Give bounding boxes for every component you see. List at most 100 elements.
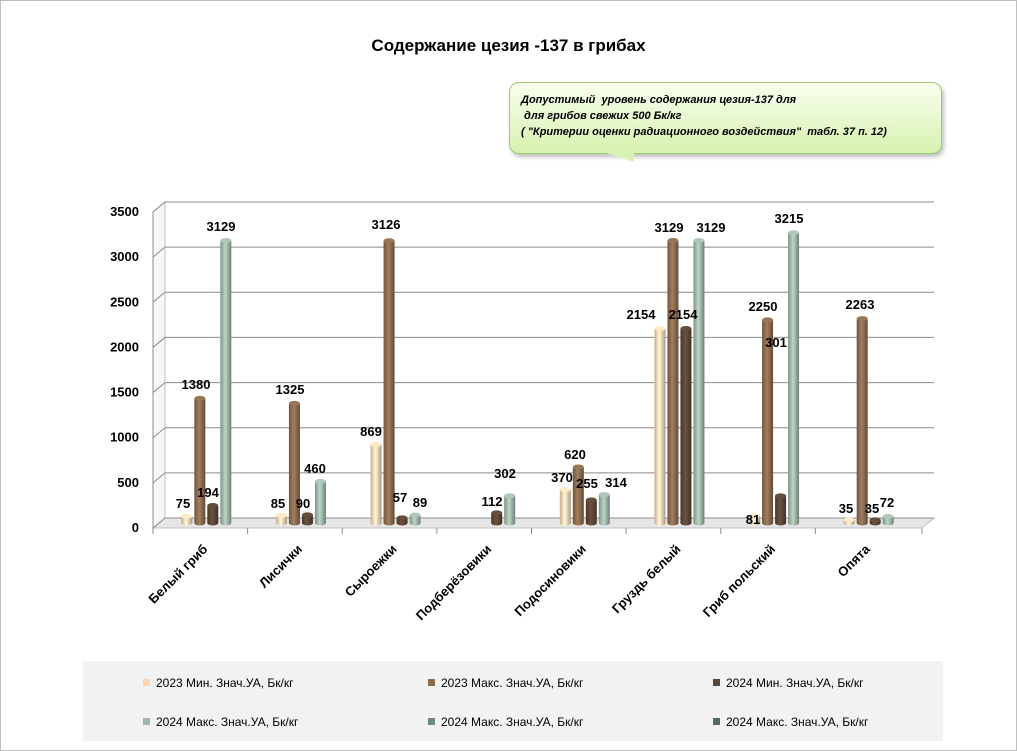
x-category-label: Гриб польский xyxy=(700,542,778,620)
legend: 2023 Мин. Знач.УА, Бк/кг 2023 Макс. Знач.… xyxy=(83,661,943,741)
legend-label: 2023 Макс. Знач.УА, Бк/кг xyxy=(441,676,584,690)
bar xyxy=(693,240,705,526)
bar-top xyxy=(654,326,666,332)
bar-top xyxy=(559,487,571,493)
bar-top xyxy=(775,493,787,499)
data-label: 460 xyxy=(304,461,326,476)
bar-top xyxy=(220,237,232,243)
legend-swatch xyxy=(713,718,720,726)
bar xyxy=(749,515,761,526)
x-category-label: Подберёзовики xyxy=(413,542,495,624)
bar xyxy=(220,240,232,526)
bar-top xyxy=(667,237,679,243)
gridline xyxy=(152,201,934,213)
data-label: 89 xyxy=(413,495,427,510)
bar-top xyxy=(301,512,313,518)
legend-item: 2023 Макс. Знач.УА, Бк/кг xyxy=(428,676,583,690)
x-category-label: Белый гриб xyxy=(145,542,210,607)
legend-swatch xyxy=(428,679,435,687)
data-label: 112 xyxy=(482,494,503,509)
legend-item: 2024 Макс. Знач.УА, Бк/кг xyxy=(713,715,868,729)
bar-top xyxy=(598,492,610,498)
data-label: 2250 xyxy=(749,299,778,314)
legend-label: 2024 Мин. Знач.УА, Бк/кг xyxy=(726,676,864,690)
data-label: 3129 xyxy=(655,220,684,235)
bar-top xyxy=(370,442,382,448)
y-tick-label: 3000 xyxy=(110,249,139,264)
bar xyxy=(370,444,382,526)
bar xyxy=(194,398,206,526)
bar-top xyxy=(275,512,287,518)
data-label: 1325 xyxy=(276,382,305,397)
bar xyxy=(181,516,193,526)
bar xyxy=(667,240,679,526)
bar-top xyxy=(585,497,597,503)
legend-swatch xyxy=(713,679,720,687)
data-label: 3215 xyxy=(775,211,804,226)
limit-callout: Допустимый уровень содержания цезия-137 … xyxy=(509,82,942,154)
bar-top xyxy=(504,493,516,499)
bar xyxy=(585,499,597,526)
bar-top xyxy=(288,400,300,406)
plot-back-wall xyxy=(165,202,934,518)
legend-item: 2024 Мин. Знач.УА, Бк/кг xyxy=(713,676,863,690)
x-category-label: Подосиновики xyxy=(511,542,589,620)
legend-item: 2024 Макс. Знач.УА, Бк/кг xyxy=(428,715,583,729)
bar xyxy=(409,514,421,526)
bar xyxy=(680,328,692,526)
data-label: 3129 xyxy=(697,220,726,235)
bar-top xyxy=(788,230,800,236)
data-label: 90 xyxy=(296,496,310,511)
y-tick-label: 3500 xyxy=(110,204,139,219)
bar-top xyxy=(181,513,193,519)
y-tick-label: 0 xyxy=(132,520,139,535)
bar xyxy=(775,495,787,526)
legend-swatch xyxy=(143,718,150,726)
bar xyxy=(762,319,774,526)
data-label: 869 xyxy=(360,424,382,439)
data-label: 72 xyxy=(880,495,894,510)
y-tick-label: 2500 xyxy=(110,294,139,309)
data-label: 194 xyxy=(197,485,219,500)
data-label: 3126 xyxy=(372,217,401,232)
legend-item: 2023 Мин. Знач.УА, Бк/кг xyxy=(143,676,293,690)
data-label: 370 xyxy=(551,470,573,485)
bar xyxy=(288,403,300,526)
bar-top xyxy=(396,515,408,521)
data-label: 301 xyxy=(765,335,787,350)
bar-top xyxy=(680,326,692,332)
data-label: 81 xyxy=(746,512,760,527)
y-tick-label: 2000 xyxy=(110,339,139,354)
legend-label: 2024 Макс. Знач.УА, Бк/кг xyxy=(156,715,299,729)
bar-top xyxy=(409,512,421,518)
data-label: 35 xyxy=(865,501,879,516)
bar xyxy=(598,494,610,526)
bar-top xyxy=(749,513,761,519)
x-category-label: Лисички xyxy=(256,542,305,591)
data-label: 57 xyxy=(393,490,407,505)
legend-swatch xyxy=(143,679,150,687)
bar-top xyxy=(491,510,503,516)
data-label: 255 xyxy=(576,476,598,491)
bar-top xyxy=(383,238,395,244)
bar xyxy=(572,467,584,526)
bar xyxy=(383,240,395,526)
bar-top xyxy=(314,478,326,484)
legend-label: 2024 Макс. Знач.УА, Бк/кг xyxy=(726,715,869,729)
x-category-label: Сыроежки xyxy=(342,542,400,600)
data-label: 2263 xyxy=(846,297,875,312)
callout-text: Допустимый уровень содержания цезия-137 … xyxy=(521,94,887,138)
bar-top xyxy=(207,502,219,508)
data-label: 620 xyxy=(564,447,586,462)
x-category-label: Груздь белый xyxy=(609,542,684,617)
bar xyxy=(301,514,313,526)
plot-floor xyxy=(151,517,936,529)
bar xyxy=(654,328,666,526)
data-label: 85 xyxy=(271,496,285,511)
legend-item: 2024 Макс. Знач.УА, Бк/кг xyxy=(143,715,298,729)
bar-top xyxy=(762,317,774,323)
data-label: 302 xyxy=(494,466,516,481)
bar xyxy=(491,512,503,526)
bar-top xyxy=(882,513,894,519)
legend-label: 2024 Макс. Знач.УА, Бк/кг xyxy=(441,715,584,729)
